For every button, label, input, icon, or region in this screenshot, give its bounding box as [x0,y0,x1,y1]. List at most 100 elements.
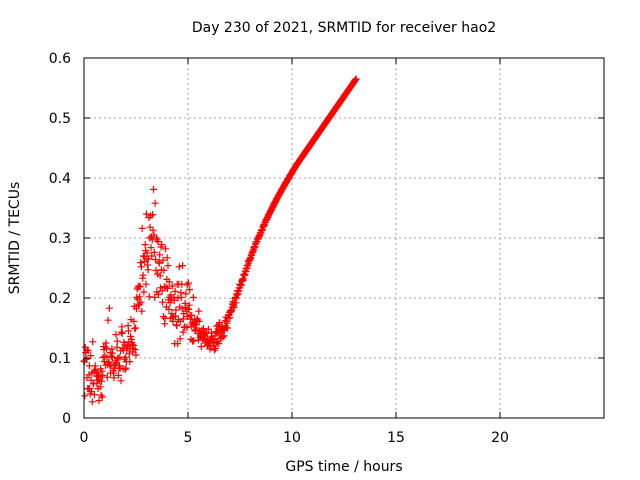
data-point [87,376,95,384]
data-point [130,341,137,349]
y-tick-label: 0.5 [49,111,71,127]
data-point [93,369,101,377]
x-tick-label: 10 [283,430,301,446]
y-tick-label: 0.4 [49,171,71,187]
data-point [143,249,151,257]
data-point [84,347,92,355]
data-point [142,280,150,288]
data-point [132,351,140,359]
data-point [179,328,187,336]
data-point [137,263,145,271]
data-point [176,335,184,343]
data-point [175,263,183,271]
chart-title: Day 230 of 2021, SRMTID for receiver hao… [192,20,496,36]
data-point [141,241,149,249]
data-point [138,224,146,232]
data-point [204,325,212,333]
data-point [158,241,166,249]
data-point [149,226,157,234]
data-point [98,393,106,401]
data-point [108,352,115,360]
plot-frame [83,57,605,419]
x-tick-label: 15 [387,430,405,446]
y-tick-label: 0.3 [49,231,71,247]
data-point [131,346,139,354]
data-point [90,391,98,399]
data-point [163,254,171,262]
data-points [80,75,360,406]
data-point [113,343,121,351]
data-point [168,282,176,290]
y-axis-label: SRMTID / TECUs [7,182,23,295]
axes: 0 0.1 0.2 0.3 0.4 0.5 0.6 0 5 10 15 20 [49,51,605,446]
data-point [99,371,107,379]
data-point [155,290,162,298]
data-point [192,324,200,332]
data-point [145,255,152,263]
data-point [109,349,117,357]
y-tick-label: 0.2 [49,291,71,307]
data-point [173,322,181,330]
data-point [177,293,185,301]
data-point [88,398,96,406]
data-point [160,313,167,321]
data-point [172,312,179,320]
data-point [170,296,178,304]
data-point [95,397,103,405]
data-point [151,293,159,301]
data-point [160,266,168,274]
data-point [117,377,125,385]
y-tick-label: 0.6 [49,51,71,67]
data-point [139,271,147,279]
data-point [149,211,157,219]
data-point [195,307,203,315]
data-point [188,311,196,319]
x-tick-label: 20 [491,430,509,446]
data-point [121,365,129,373]
data-point [122,364,130,372]
data-point [159,298,167,306]
data-point [98,367,106,375]
data-point [179,262,187,270]
data-point [174,340,182,348]
data-point [96,383,104,391]
data-point [125,327,132,335]
data-point [112,359,120,367]
data-point [113,337,121,345]
data-point [164,284,172,292]
data-point [183,323,191,331]
data-point [137,298,145,306]
data-point [146,223,154,231]
data-point [93,379,101,387]
data-point [136,283,144,291]
grid-lines [84,58,604,418]
data-point [212,344,219,352]
x-axis-label: GPS time / hours [285,459,402,475]
data-point [220,332,228,340]
data-point [150,185,157,193]
data-point [81,392,89,400]
data-point [211,346,219,354]
data-point [150,248,158,256]
data-point [118,323,126,331]
data-point [89,338,97,346]
data-point [122,353,130,361]
data-point [158,287,166,295]
data-point [98,377,105,385]
data-point [151,199,159,207]
data-point [164,262,172,270]
data-point [216,319,224,327]
data-point [168,310,176,318]
data-point [118,329,126,337]
data-point [105,304,113,312]
data-point [197,343,205,351]
data-point [130,317,138,325]
data-point [165,278,173,286]
data-point [189,293,197,301]
data-point [159,256,167,264]
data-point [166,299,174,307]
data-point [105,358,113,366]
data-point [162,283,170,291]
data-point [103,373,111,381]
